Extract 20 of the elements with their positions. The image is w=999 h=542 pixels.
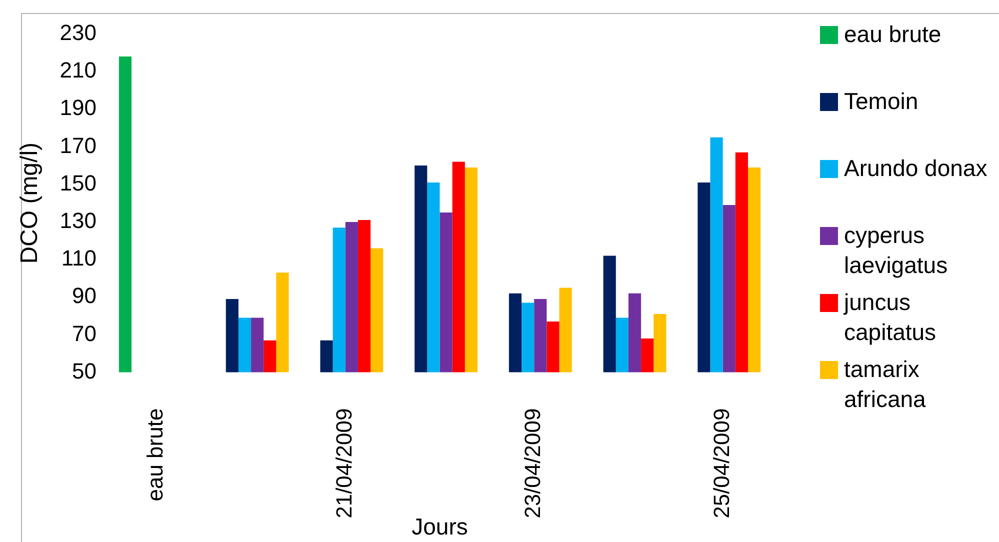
y-tick-label: 50	[72, 358, 97, 384]
x-tick-label: eau brute	[142, 408, 168, 502]
x-tick-label: 21/04/2009	[331, 408, 356, 518]
y-tick-label: 170	[60, 132, 97, 158]
legend-label: eau brute	[844, 20, 942, 49]
x-axis-title: Jours	[412, 514, 468, 540]
y-tick-label: 230	[60, 20, 97, 46]
y-tick-label: 190	[60, 95, 97, 120]
y-tick-label: 150	[60, 170, 97, 196]
x-tick-label: 23/04/2009	[520, 408, 546, 518]
legend-label: Arundo donax	[844, 154, 988, 183]
y-tick-label: 210	[60, 58, 97, 83]
legend-label: tamarix africana	[844, 355, 927, 414]
legend-label: Temoin	[844, 87, 918, 116]
y-tick-label: 110	[61, 246, 97, 271]
x-tick-label: 25/04/2009	[708, 408, 734, 518]
y-tick-label: 130	[60, 208, 97, 234]
y-tick-label: 70	[72, 320, 97, 346]
y-axis-title: DCO (mg/l)	[16, 142, 44, 264]
y-tick-label: 90	[72, 283, 97, 308]
